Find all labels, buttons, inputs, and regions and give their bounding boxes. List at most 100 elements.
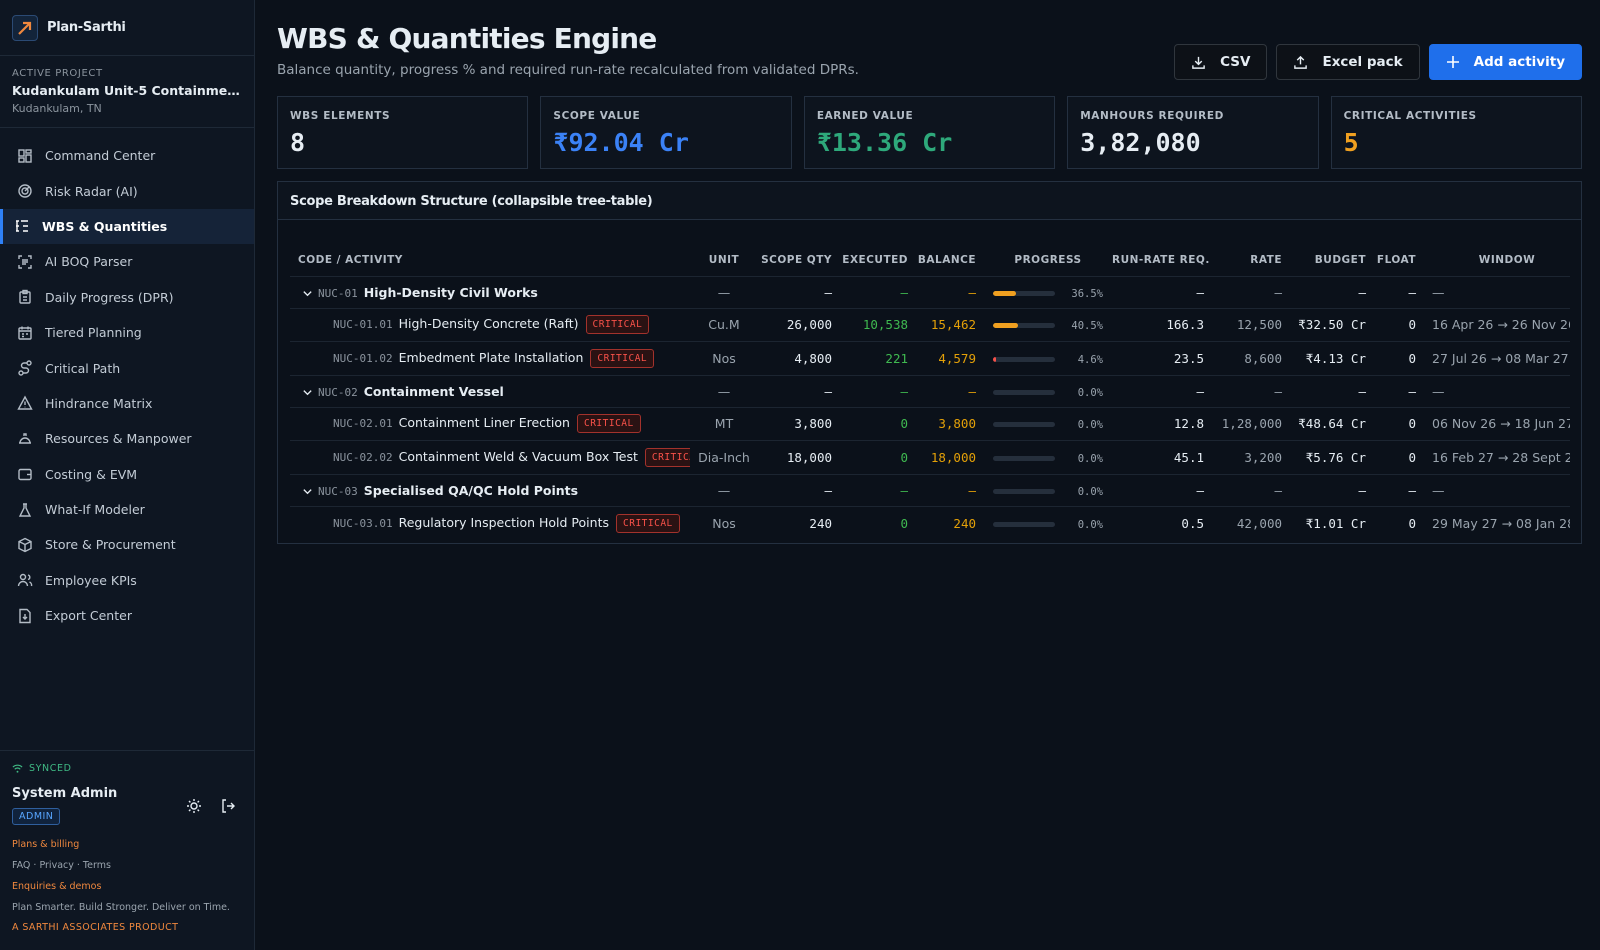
stat-value: ₹13.36 Cr [816, 128, 953, 157]
chevron-down-icon[interactable] [302, 486, 314, 497]
package-icon [17, 537, 33, 553]
sidebar-item-label: WBS & Quantities [42, 218, 168, 234]
activity-name: Containment Weld & Vacuum Box Test [398, 448, 638, 464]
column-header: WINDOW [1478, 253, 1536, 266]
sidebar-item-store-procurement[interactable]: Store & Procurement [0, 527, 254, 562]
download-icon [1192, 56, 1205, 69]
sidebar-item-command-center[interactable]: Command Center [0, 138, 254, 173]
chevron-down-icon[interactable] [302, 387, 314, 398]
sidebar-item-resources-manpower[interactable]: Resources & Manpower [0, 421, 254, 456]
sync-status: SYNCED [12, 763, 242, 774]
warning-icon [17, 395, 33, 411]
wbs-code: NUC-03 [318, 484, 358, 498]
users-icon [17, 572, 33, 588]
balance-cell: 3,800 [916, 406, 984, 441]
critical-badge: CRITICAL [576, 414, 641, 434]
progress-bar-fill [993, 323, 1019, 329]
sidebar-item-critical-path[interactable]: Critical Path [0, 350, 254, 385]
budget-cell: ₹5.76 Cr [1290, 440, 1374, 474]
group-name: Specialised QA/QC Hold Points [363, 482, 579, 498]
brand-name: Plan-Sarthi [47, 20, 126, 35]
wifi-icon [12, 763, 23, 774]
rate-cell: 1,28,000 [1212, 406, 1290, 441]
rate-cell: 3,200 [1212, 440, 1290, 474]
executed-cell: 221 [840, 341, 916, 375]
upload-icon [1294, 55, 1308, 69]
run-rate-cell: — [1112, 275, 1212, 308]
excel-pack-button[interactable]: Excel pack [1276, 44, 1420, 80]
stat-cards: WBS ELEMENTS 8 SCOPE VALUE ₹92.04 Cr EARNE… [277, 96, 1583, 169]
sidebar-nav: Command Center Risk Radar (AI) WBS & Quant… [0, 128, 254, 633]
stat-label: CRITICAL ACTIVITIES [1343, 110, 1477, 122]
sidebar-item-hindrance-matrix[interactable]: Hindrance Matrix [0, 386, 254, 421]
sidebar-item-costing-evm[interactable]: Costing & EVM [0, 457, 254, 492]
table-row[interactable]: NUC-01.01 High-Density Concrete (Raft) CRI… [290, 307, 1570, 342]
sidebar-item-daily-progress-dpr[interactable]: Daily Progress (DPR) [0, 280, 254, 315]
legal-links[interactable]: FAQ · Privacy · Terms [12, 860, 111, 871]
sidebar-item-what-if-modeler[interactable]: What-If Modeler [0, 492, 254, 527]
table-row[interactable]: NUC-03.01 Regulatory Inspection Hold Poin… [290, 505, 1570, 540]
window-cell: — [1424, 473, 1570, 506]
wbs-code: NUC-03.01 [333, 516, 393, 530]
plans-billing-link[interactable]: Plans & billing [12, 839, 80, 850]
sidebar-item-employee-kpis[interactable]: Employee KPIs [0, 563, 254, 598]
float-cell: 0 [1374, 440, 1424, 474]
user-row: System Admin ADMIN [12, 786, 242, 825]
budget-cell: ₹1.01 Cr [1290, 505, 1374, 540]
window-cell: 16 Feb 27 → 28 Sept 27 [1424, 440, 1570, 474]
table-row[interactable]: NUC-02.01 Containment Liner Erection CRITI… [290, 406, 1570, 441]
run-rate-cell: 45.1 [1112, 440, 1212, 474]
sidebar-item-tiered-planning[interactable]: Tiered Planning [0, 315, 254, 350]
progress-bar [993, 290, 1055, 296]
tagline: Plan Smarter. Build Stronger. Deliver on… [12, 902, 230, 913]
chevron-down-icon[interactable] [302, 288, 314, 299]
float-cell: — [1374, 473, 1424, 506]
progress-bar [993, 488, 1055, 494]
progress-percent: 0.0% [1077, 452, 1103, 465]
executed-cell: — [840, 374, 916, 407]
csv-button[interactable]: CSV [1174, 44, 1268, 80]
table-row[interactable]: NUC-02.02 Containment Weld & Vacuum Box T… [290, 440, 1570, 474]
scope-qty-cell: — [758, 374, 840, 407]
progress-percent: 36.5% [1071, 287, 1103, 300]
sidebar-item-export-center[interactable]: Export Center [0, 598, 254, 633]
add-activity-button[interactable]: Add activity [1428, 44, 1582, 80]
sidebar-item-ai-boq-parser[interactable]: AI BOQ Parser [0, 244, 254, 279]
wbs-group-row[interactable]: NUC-03 Specialised QA/QC Hold Points — — — —0… [290, 473, 1570, 506]
wbs-code: NUC-01 [318, 286, 358, 300]
brand[interactable]: Plan-Sarthi [0, 0, 254, 56]
enquiries-link[interactable]: Enquiries & demos [12, 881, 102, 892]
progress-bar [993, 455, 1055, 461]
stat-card-earned-value: EARNED VALUE ₹13.36 Cr [803, 96, 1056, 169]
sidebar-item-label: Store & Procurement [45, 537, 176, 553]
progress-cell: 36.5% [984, 275, 1112, 308]
unit-cell: — [690, 374, 758, 407]
progress-cell: 0.0% [984, 505, 1112, 540]
project-location: Kudankulam, TN [12, 102, 102, 115]
sidebar-item-wbs-quantities[interactable]: WBS & Quantities [0, 208, 254, 245]
wbs-group-row[interactable]: NUC-02 Containment Vessel — — — —0.0% — — — — — [290, 374, 1570, 407]
sidebar-item-label: Daily Progress (DPR) [45, 289, 174, 305]
sidebar-item-risk-radar-ai[interactable]: Risk Radar (AI) [0, 173, 254, 208]
unit-cell: — [690, 275, 758, 308]
scan-text-icon [17, 254, 33, 270]
route-icon [17, 360, 33, 376]
rate-cell: — [1212, 473, 1290, 506]
excel-label: Excel pack [1322, 54, 1403, 70]
table-scroll[interactable]: CODE / ACTIVITY UNIT SCOPE QTY EXECUTED BALA… [290, 220, 1570, 540]
table-body: NUC-01 High-Density Civil Works — — — —36.5% —… [290, 275, 1570, 540]
header-actions: CSV Excel pack Add activity [1174, 44, 1582, 80]
activity-name: High-Density Concrete (Raft) [398, 316, 579, 332]
progress-cell: 4.6% [984, 341, 1112, 375]
stat-value: 8 [290, 128, 306, 157]
logout-icon[interactable] [220, 798, 236, 814]
run-rate-cell: 12.8 [1112, 406, 1212, 441]
calendar-icon [17, 325, 33, 341]
wbs-group-row[interactable]: NUC-01 High-Density Civil Works — — — —36.5% —… [290, 275, 1570, 308]
stat-label: SCOPE VALUE [553, 110, 641, 122]
progress-bar-fill [993, 290, 1016, 296]
table-row[interactable]: NUC-01.02 Embedment Plate Installation CRI… [290, 341, 1570, 375]
active-project[interactable]: ACTIVE PROJECT Kudankulam Unit-5 Contain… [0, 56, 254, 128]
theme-toggle-icon[interactable] [186, 798, 202, 814]
wbs-panel: Scope Breakdown Structure (collapsible t… [277, 181, 1582, 544]
